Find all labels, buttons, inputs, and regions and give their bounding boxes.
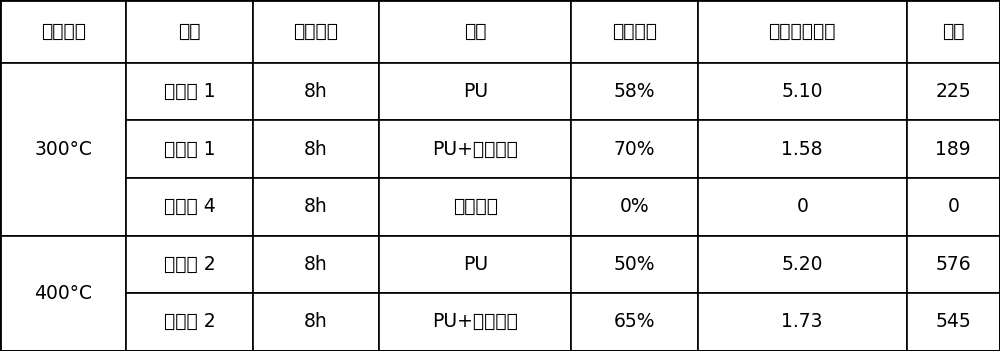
Bar — [126, 293, 253, 351]
Text: 65%: 65% — [614, 312, 655, 331]
Bar — [126, 236, 253, 293]
Bar — [379, 120, 571, 178]
Bar — [379, 0, 571, 63]
Bar — [253, 293, 379, 351]
Text: 225: 225 — [935, 82, 971, 101]
Bar — [253, 178, 379, 236]
Text: 300°C: 300°C — [34, 140, 92, 159]
Bar — [571, 0, 698, 63]
Bar — [253, 236, 379, 293]
Text: 碘值: 碘值 — [942, 22, 965, 41]
Text: 576: 576 — [935, 255, 971, 274]
Bar — [379, 236, 571, 293]
Bar — [379, 178, 571, 236]
Text: 8h: 8h — [304, 140, 328, 159]
Text: 项目: 项目 — [178, 22, 201, 41]
Bar — [126, 120, 253, 178]
Text: 炭化收率: 炭化收率 — [612, 22, 657, 41]
Text: 炭化温度: 炭化温度 — [41, 22, 86, 41]
Bar — [0, 63, 126, 236]
Text: 58%: 58% — [614, 82, 655, 101]
Text: 0%: 0% — [620, 197, 649, 216]
Text: 0: 0 — [947, 197, 959, 216]
Bar — [253, 63, 379, 120]
Text: PU: PU — [463, 82, 488, 101]
Bar — [126, 0, 253, 63]
Text: 炭化时长: 炭化时长 — [293, 22, 338, 41]
Bar — [571, 63, 698, 120]
Bar — [571, 236, 698, 293]
Bar — [698, 236, 907, 293]
Text: 实施例 2: 实施例 2 — [164, 312, 215, 331]
Bar — [698, 120, 907, 178]
Text: 1.58: 1.58 — [781, 140, 823, 159]
Bar — [571, 293, 698, 351]
Text: 545: 545 — [935, 312, 971, 331]
Text: 8h: 8h — [304, 197, 328, 216]
Bar — [907, 293, 1000, 351]
Bar — [698, 0, 907, 63]
Text: 5.20: 5.20 — [781, 255, 823, 274]
Bar — [698, 293, 907, 351]
Bar — [379, 293, 571, 351]
Bar — [379, 63, 571, 120]
Bar — [571, 120, 698, 178]
Text: 0: 0 — [796, 197, 808, 216]
Bar — [571, 178, 698, 236]
Bar — [0, 236, 126, 351]
Bar — [126, 63, 253, 120]
Bar — [907, 236, 1000, 293]
Text: 50%: 50% — [614, 255, 655, 274]
Text: PU+共炭化剂: PU+共炭化剂 — [432, 140, 518, 159]
Bar — [126, 178, 253, 236]
Bar — [907, 63, 1000, 120]
Text: 原料: 原料 — [464, 22, 487, 41]
Text: PU+共炭化剂: PU+共炭化剂 — [432, 312, 518, 331]
Bar — [907, 120, 1000, 178]
Text: 8h: 8h — [304, 312, 328, 331]
Bar — [907, 178, 1000, 236]
Text: 对比例 1: 对比例 1 — [164, 82, 215, 101]
Text: 8h: 8h — [304, 255, 328, 274]
Text: 400°C: 400°C — [34, 284, 92, 303]
Bar — [0, 0, 126, 63]
Bar — [698, 63, 907, 120]
Text: 对比例 2: 对比例 2 — [164, 255, 215, 274]
Bar — [907, 0, 1000, 63]
Text: PU: PU — [463, 255, 488, 274]
Text: 对比例 4: 对比例 4 — [164, 197, 215, 216]
Text: 189: 189 — [935, 140, 971, 159]
Text: 气体中氮含量: 气体中氮含量 — [768, 22, 836, 41]
Text: 5.10: 5.10 — [781, 82, 823, 101]
Bar — [698, 178, 907, 236]
Bar — [253, 0, 379, 63]
Text: 实施例 1: 实施例 1 — [164, 140, 215, 159]
Text: 共炭化剂: 共炭化剂 — [453, 197, 498, 216]
Bar — [253, 120, 379, 178]
Text: 8h: 8h — [304, 82, 328, 101]
Text: 70%: 70% — [614, 140, 655, 159]
Text: 1.73: 1.73 — [781, 312, 823, 331]
